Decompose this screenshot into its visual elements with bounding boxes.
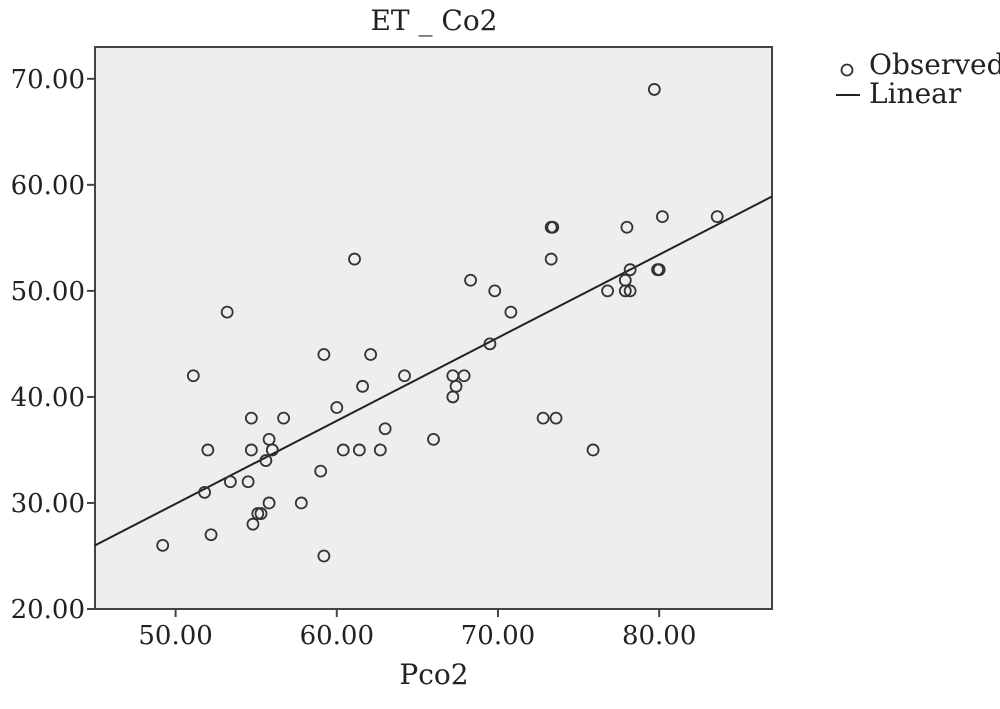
observed-point [265, 443, 279, 457]
observed-point [246, 517, 260, 531]
observed-point [373, 443, 387, 457]
legend: Observed Linear [836, 48, 1000, 110]
observed-point [314, 464, 328, 478]
x-tick-label: 70.00 [461, 621, 535, 651]
y-tick-label: 60.00 [11, 171, 85, 201]
observed-point [536, 411, 550, 425]
observed-points-layer [156, 83, 724, 563]
observed-point [262, 496, 276, 510]
observed-point [457, 369, 471, 383]
observed-point [244, 411, 258, 425]
observed-point [317, 348, 331, 361]
y-tick-label: 30.00 [11, 489, 85, 519]
chart-title: ET _ Co2 [370, 4, 497, 37]
observed-point [348, 252, 361, 266]
observed-point [398, 369, 411, 383]
y-tick-label: 40.00 [11, 383, 85, 413]
observed-point [198, 485, 212, 499]
observed-point [277, 411, 290, 425]
legend-observed-marker-icon [840, 63, 854, 77]
observed-point [586, 443, 600, 457]
observed-point [336, 443, 350, 457]
observed-point [244, 443, 258, 457]
observed-point [330, 401, 344, 414]
observed-point [483, 337, 497, 351]
observed-point [449, 379, 463, 393]
observed-point [241, 475, 255, 489]
observed-point [504, 305, 518, 319]
y-axis-ticks: 20.00 30.00 40.00 50.00 60.00 70.00 [11, 65, 95, 625]
observed-point [352, 443, 366, 457]
observed-point [710, 210, 724, 224]
observed-point [647, 83, 661, 96]
observed-point [655, 210, 669, 224]
x-axis-label: Pco2 [399, 658, 468, 691]
y-tick-label: 50.00 [11, 277, 85, 307]
observed-point [259, 454, 273, 467]
observed-point [186, 369, 200, 383]
observed-point [317, 549, 331, 563]
observed-point [488, 284, 502, 298]
observed-point [618, 284, 632, 298]
observed-point [546, 220, 560, 234]
observed-point [204, 528, 218, 542]
observed-point [623, 284, 637, 298]
observed-point [427, 432, 440, 446]
observed-point [549, 411, 563, 425]
observed-point [620, 220, 634, 234]
y-tick-label: 70.00 [11, 65, 85, 95]
legend-observed-label: Observed [869, 48, 1000, 81]
x-tick-label: 50.00 [138, 621, 212, 651]
observed-point [378, 422, 392, 436]
observed-point [254, 507, 268, 520]
x-tick-label: 60.00 [300, 621, 374, 651]
x-axis-ticks: 50.00 60.00 70.00 80.00 [138, 609, 696, 651]
x-tick-label: 80.00 [622, 621, 696, 651]
observed-point [356, 379, 369, 393]
legend-linear-label: Linear [869, 77, 962, 110]
observed-point [156, 538, 170, 552]
observed-point [652, 263, 666, 277]
plot-area [94, 46, 773, 610]
observed-point [223, 475, 237, 489]
observed-point [201, 443, 215, 457]
observed-point [294, 496, 308, 510]
observed-point [623, 263, 637, 277]
y-tick-label: 20.00 [11, 595, 85, 625]
observed-point [220, 305, 234, 319]
observed-point [464, 273, 477, 287]
observed-point [544, 252, 558, 266]
observed-point [601, 284, 614, 298]
observed-point [364, 348, 378, 361]
